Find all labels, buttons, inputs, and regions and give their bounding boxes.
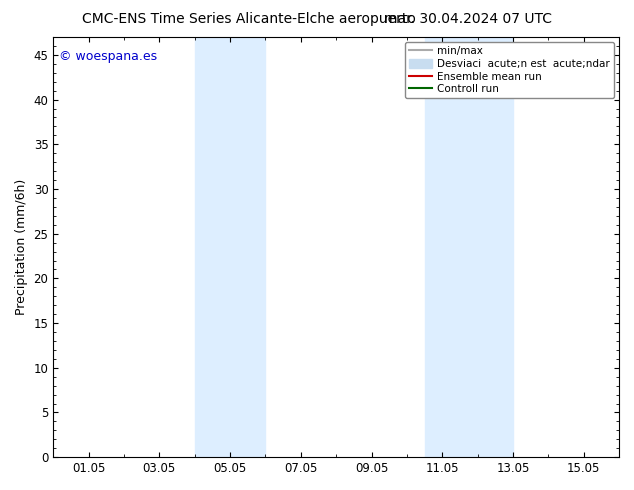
Bar: [195, 37, 266, 457]
Legend: min/max, Desviaci  acute;n est  acute;ndar, Ensemble mean run, Controll run: min/max, Desviaci acute;n est acute;ndar…: [404, 42, 614, 98]
Y-axis label: Precipitation (mm/6h): Precipitation (mm/6h): [15, 179, 28, 315]
Text: mar. 30.04.2024 07 UTC: mar. 30.04.2024 07 UTC: [384, 12, 552, 26]
Text: CMC-ENS Time Series Alicante-Elche aeropuerto: CMC-ENS Time Series Alicante-Elche aerop…: [82, 12, 417, 26]
Bar: [425, 37, 513, 457]
Text: © woespana.es: © woespana.es: [59, 49, 157, 63]
